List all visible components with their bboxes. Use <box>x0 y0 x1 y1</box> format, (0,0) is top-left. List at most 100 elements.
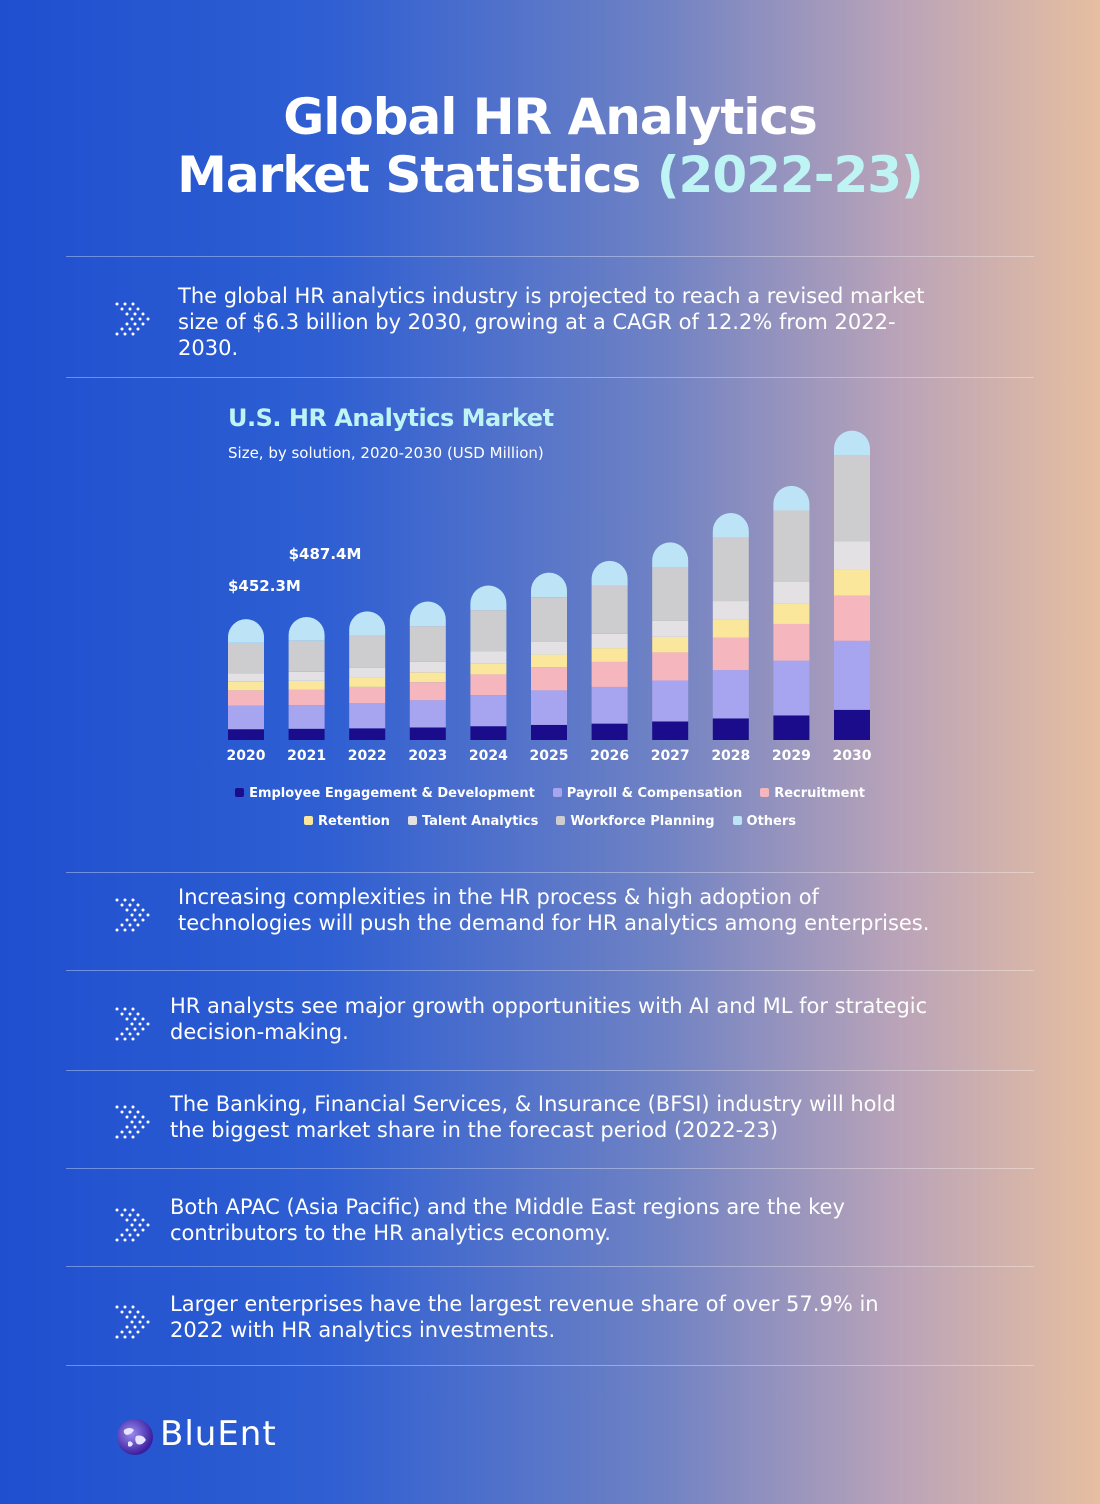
legend-item: Retention <box>303 814 390 829</box>
divider <box>66 1365 1034 1366</box>
chevron-bullet-icon <box>115 898 150 932</box>
bar-segment-2026-others <box>591 560 628 586</box>
chart-legend-row-1: Employee Engagement & Development Payroll… <box>0 786 1100 801</box>
legend-item: Employee Engagement & Development <box>235 786 535 801</box>
bar-segment-2030-employee-engagement-development <box>834 709 870 740</box>
bar-segment-2022-employee-engagement-development <box>349 728 386 740</box>
bar-segment-2026-retention <box>591 648 628 662</box>
x-tick-label: 2024 <box>469 748 508 764</box>
bar-segment-2025-employee-engagement-development <box>531 724 567 740</box>
bar-segment-2030-talent-analytics <box>834 541 870 570</box>
bar-segment-2023-retention <box>409 672 446 683</box>
chart-subtitle: Size, by solution, 2020-2030 (USD Millio… <box>228 444 544 462</box>
bar-segment-2020-recruitment <box>228 690 264 706</box>
bar-segment-2022-talent-analytics <box>349 667 386 678</box>
bar-segment-2026-employee-engagement-development <box>591 723 628 740</box>
divider <box>66 970 1034 971</box>
bar-segment-2024-payroll-compensation <box>470 695 507 727</box>
bullet-text: HR analysts see major growth opportuniti… <box>170 994 928 1044</box>
legend-item: Recruitment <box>760 786 865 801</box>
legend-label: Recruitment <box>774 786 865 801</box>
data-label: $487.4M <box>289 545 362 563</box>
bar-segment-2021-workforce-planning <box>288 640 325 672</box>
bar-segment-2020-payroll-compensation <box>228 705 264 730</box>
divider <box>66 1168 1034 1169</box>
chart-title: U.S. HR Analytics Market <box>228 404 554 432</box>
bullet-text: Larger enterprises have the largest reve… <box>170 1292 879 1342</box>
x-tick-label: 2021 <box>287 748 326 764</box>
data-label: $452.3M <box>228 577 301 595</box>
bar-segment-2020-workforce-planning <box>228 642 264 674</box>
bar-segment-2029-employee-engagement-development <box>773 715 810 740</box>
divider <box>66 872 1034 873</box>
bar-segment-2022-others <box>349 611 386 636</box>
bar-segment-2026-recruitment <box>591 661 628 687</box>
bar-segment-2028-talent-analytics <box>712 601 749 620</box>
bar-segment-2025-workforce-planning <box>531 597 567 642</box>
bar-segment-2023-payroll-compensation <box>409 700 446 728</box>
bar-segment-2028-others <box>712 513 749 538</box>
bar-segment-2024-workforce-planning <box>470 610 507 652</box>
bullet-text: Increasing complexities in the HR proces… <box>178 885 930 935</box>
legend-item: Others <box>732 814 797 829</box>
x-tick-label: 2028 <box>711 748 750 764</box>
legend-swatch <box>303 816 313 825</box>
bar-segment-2025-payroll-compensation <box>531 690 567 725</box>
bar-segment-2021-others <box>288 617 325 641</box>
chevron-bullet-icon <box>115 302 150 336</box>
bar-segment-2030-payroll-compensation <box>834 640 870 710</box>
brand-logo-text: BluEnt <box>160 1414 277 1454</box>
globe-logo-icon <box>117 1419 153 1455</box>
legend-label: Retention <box>317 814 390 829</box>
legend-swatch <box>407 816 417 825</box>
divider <box>66 377 1034 378</box>
chevron-bullet-icon <box>115 1105 150 1139</box>
bar-segment-2023-workforce-planning <box>409 626 446 662</box>
bar-segment-2025-talent-analytics <box>531 641 567 655</box>
bar-segment-2020-others <box>228 619 264 643</box>
bar-segment-2028-recruitment <box>712 637 749 671</box>
x-tick-label: 2029 <box>772 748 811 764</box>
bar-segment-2021-employee-engagement-development <box>288 728 325 740</box>
legend-swatch <box>552 788 562 797</box>
bar-segment-2029-talent-analytics <box>773 581 810 604</box>
bar-segment-2027-recruitment <box>652 652 689 681</box>
x-tick-label: 2026 <box>590 748 629 764</box>
legend-item: Payroll & Compensation <box>552 786 743 801</box>
bar-segment-2023-talent-analytics <box>409 661 446 673</box>
bar-segment-2025-recruitment <box>531 667 567 691</box>
bar-segment-2030-workforce-planning <box>834 455 870 542</box>
page-title: Global HR Analytics Market Statistics (2… <box>0 88 1100 204</box>
divider <box>66 1070 1034 1071</box>
bar-segment-2022-recruitment <box>349 686 386 704</box>
bar-segment-2029-payroll-compensation <box>773 660 810 716</box>
x-tick-label: 2030 <box>833 748 872 764</box>
legend-label: Payroll & Compensation <box>566 786 743 801</box>
chevron-bullet-icon <box>115 1208 150 1242</box>
bar-segment-2025-others <box>531 572 567 598</box>
legend-label: Others <box>746 814 797 829</box>
bar-segment-2030-others <box>834 430 870 456</box>
bar-segment-2024-talent-analytics <box>470 651 507 664</box>
intro-text: The global HR analytics industry is proj… <box>178 284 925 360</box>
bar-segment-2027-payroll-compensation <box>652 680 689 722</box>
divider <box>66 1266 1034 1267</box>
bar-segment-2022-retention <box>349 677 386 687</box>
x-tick-label: 2020 <box>227 748 266 764</box>
bar-segment-2029-recruitment <box>773 623 810 661</box>
bar-segment-2024-employee-engagement-development <box>470 726 507 740</box>
bar-segment-2028-payroll-compensation <box>712 670 749 719</box>
bar-segment-2024-others <box>470 585 507 611</box>
x-tick-label: 2025 <box>530 748 569 764</box>
legend-label: Workforce Planning <box>570 814 715 829</box>
legend-label: Talent Analytics <box>421 814 539 829</box>
title-line-2b: (2022-23) <box>640 146 924 204</box>
bar-segment-2023-others <box>409 601 446 627</box>
legend-item: Talent Analytics <box>407 814 539 829</box>
bar-segment-2021-payroll-compensation <box>288 705 325 729</box>
x-tick-label: 2022 <box>348 748 387 764</box>
x-tick-label: 2023 <box>408 748 447 764</box>
bar-segment-2025-retention <box>531 654 567 668</box>
x-tick-label: 2027 <box>651 748 690 764</box>
